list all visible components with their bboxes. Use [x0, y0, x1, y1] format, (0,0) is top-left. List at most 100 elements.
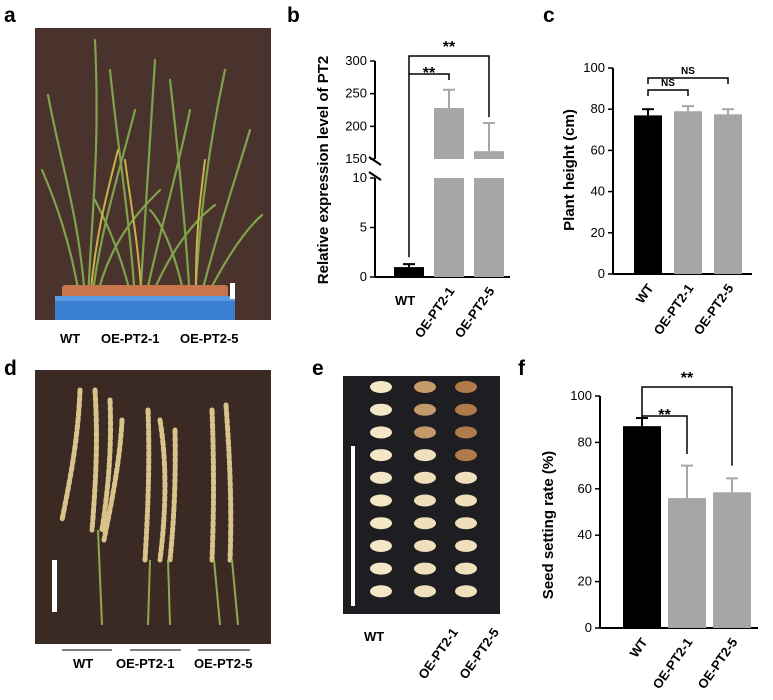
panel-c-label: c: [543, 4, 555, 27]
plant-label-wt: WT: [60, 331, 80, 346]
chart-b-ytick-label: 300: [345, 53, 367, 68]
chart-c-ylabel: Plant height (cm): [561, 109, 578, 231]
grain: [414, 449, 436, 462]
chart-b-bar-lower: [434, 178, 464, 277]
chart-b-ytick-label: 250: [345, 86, 367, 101]
chart-b-axis-break: [368, 171, 382, 181]
panicle-label-oe5: OE-PT2-5: [194, 656, 253, 671]
chart-c-xtick-label: OE-PT2-5: [691, 281, 737, 338]
panel-f-label: f: [518, 357, 526, 380]
panicle-label-wt: WT: [73, 656, 93, 671]
grain: [455, 403, 477, 416]
chart-f-bar: [668, 498, 706, 628]
chart-c-sig-bracket: [647, 77, 729, 84]
grain: [370, 449, 392, 462]
chart-f-ytick-label: 20: [578, 574, 592, 589]
grain: [455, 585, 477, 598]
grain: [370, 494, 392, 507]
chart-b-ytick-label: 200: [345, 118, 367, 133]
chart-b-ytick-label: 5: [360, 220, 367, 235]
chart-b-bar: [394, 267, 424, 277]
panel-b-label: b: [287, 4, 300, 27]
chart-f-ytick-label: 100: [570, 388, 592, 403]
grain: [455, 517, 477, 530]
grain: [370, 381, 392, 393]
chart-b-bar-upper: [434, 108, 464, 159]
chart-b-sig-bracket: [408, 55, 490, 118]
chart-b-sig-label: **: [423, 65, 436, 82]
chart-b-bar-upper: [474, 151, 504, 159]
chart-b-sig-bracket: [408, 73, 450, 258]
chart-f-sig-bracket: [641, 415, 688, 454]
grain: [455, 539, 477, 552]
grain: [414, 403, 436, 416]
chart-c-sig-label: NS: [661, 78, 675, 89]
grain: [455, 381, 477, 393]
grain: [455, 449, 477, 462]
chart-f-ylabel: Seed setting rate (%): [540, 451, 557, 599]
grain: [414, 494, 436, 507]
grain: [455, 494, 477, 507]
grain: [414, 471, 436, 484]
grain: [370, 585, 392, 598]
grain: [414, 562, 436, 575]
chart-f-xtick-label: OE-PT2-1: [650, 635, 696, 692]
grain-label-oe1: OE-PT2-1: [415, 625, 461, 682]
plant-label-oe5: OE-PT2-5: [180, 331, 239, 346]
chart-b-ytick-label: 150: [345, 151, 367, 166]
chart-c-ytick-label: 80: [591, 101, 605, 116]
chart-f-xtick-label: WT: [627, 635, 651, 660]
grain: [414, 426, 436, 439]
plant-photo: [35, 28, 271, 320]
chart-f-ytick-label: 0: [585, 620, 592, 635]
panel-e-label: e: [312, 357, 324, 380]
chart-c-ytick-label: 100: [583, 60, 605, 75]
chart-f: 0 20 40 60 80 100 WT OE-PT2-1 OE-PT2-5 ** **: [570, 370, 758, 692]
chart-c-sig-bracket: [647, 89, 689, 96]
chart-c-ytick-label: 0: [598, 266, 605, 281]
chart-c-ytick-label: 20: [591, 225, 605, 240]
grain-label-oe5: OE-PT2-5: [456, 625, 502, 682]
grain: [370, 539, 392, 552]
plant-label-oe1: OE-PT2-1: [101, 331, 160, 346]
grain: [414, 381, 436, 393]
grain: [455, 562, 477, 575]
panel-a-label: a: [4, 4, 16, 27]
panel-d-label: d: [4, 357, 17, 380]
chart-f-sig-bracket: [641, 386, 733, 466]
chart-f-ytick-label: 60: [578, 481, 592, 496]
chart-c-xtick-label: WT: [633, 281, 657, 306]
grain: [414, 585, 436, 598]
chart-c-bar: [634, 115, 662, 274]
grain: [370, 403, 392, 416]
grain: [370, 426, 392, 439]
chart-f-bar: [623, 426, 661, 628]
chart-b-ytick-label: 10: [353, 170, 367, 185]
chart-f-xtick-label: OE-PT2-5: [695, 635, 741, 692]
grain: [455, 426, 477, 439]
chart-b-xtick-label: WT: [395, 293, 415, 308]
grain: [414, 539, 436, 552]
chart-f-sig-label: **: [658, 407, 671, 424]
grain: [370, 517, 392, 530]
chart-b-ytick-label: 0: [360, 269, 367, 284]
chart-f-ytick-label: 80: [578, 434, 592, 449]
grain: [455, 471, 477, 484]
chart-b-ylabel: Relative expression level of PT2: [315, 56, 332, 284]
chart-c-ytick-label: 60: [591, 142, 605, 157]
chart-f-sig-label: **: [681, 370, 694, 387]
chart-c-bar: [714, 114, 742, 274]
chart-f-ytick-label: 40: [578, 527, 592, 542]
chart-b-xtick-label: OE-PT2-5: [452, 284, 498, 341]
grain-label-wt: WT: [364, 629, 384, 644]
grain: [414, 517, 436, 530]
grain-photo: [343, 376, 500, 614]
chart-b-sig-label: **: [443, 39, 456, 56]
chart-c-sig-label: NS: [681, 66, 695, 77]
grain: [370, 562, 392, 575]
chart-c-bar: [674, 111, 702, 274]
panicle-label-oe1: OE-PT2-1: [116, 656, 175, 671]
